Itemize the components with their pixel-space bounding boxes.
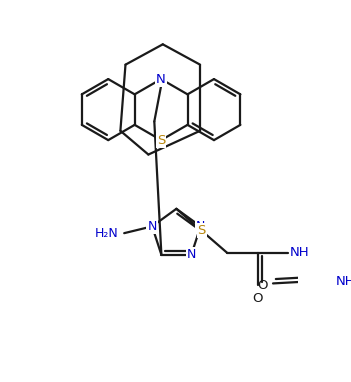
Text: S: S (198, 224, 206, 237)
Text: N: N (187, 248, 196, 261)
Text: N: N (196, 220, 205, 233)
Text: H₂N: H₂N (94, 227, 118, 240)
Text: O: O (252, 292, 263, 305)
Text: N: N (156, 73, 166, 86)
Text: O: O (257, 278, 268, 291)
Text: S: S (157, 134, 165, 147)
Text: NH: NH (336, 275, 351, 288)
Text: NH: NH (290, 246, 310, 259)
Text: N: N (147, 220, 157, 233)
